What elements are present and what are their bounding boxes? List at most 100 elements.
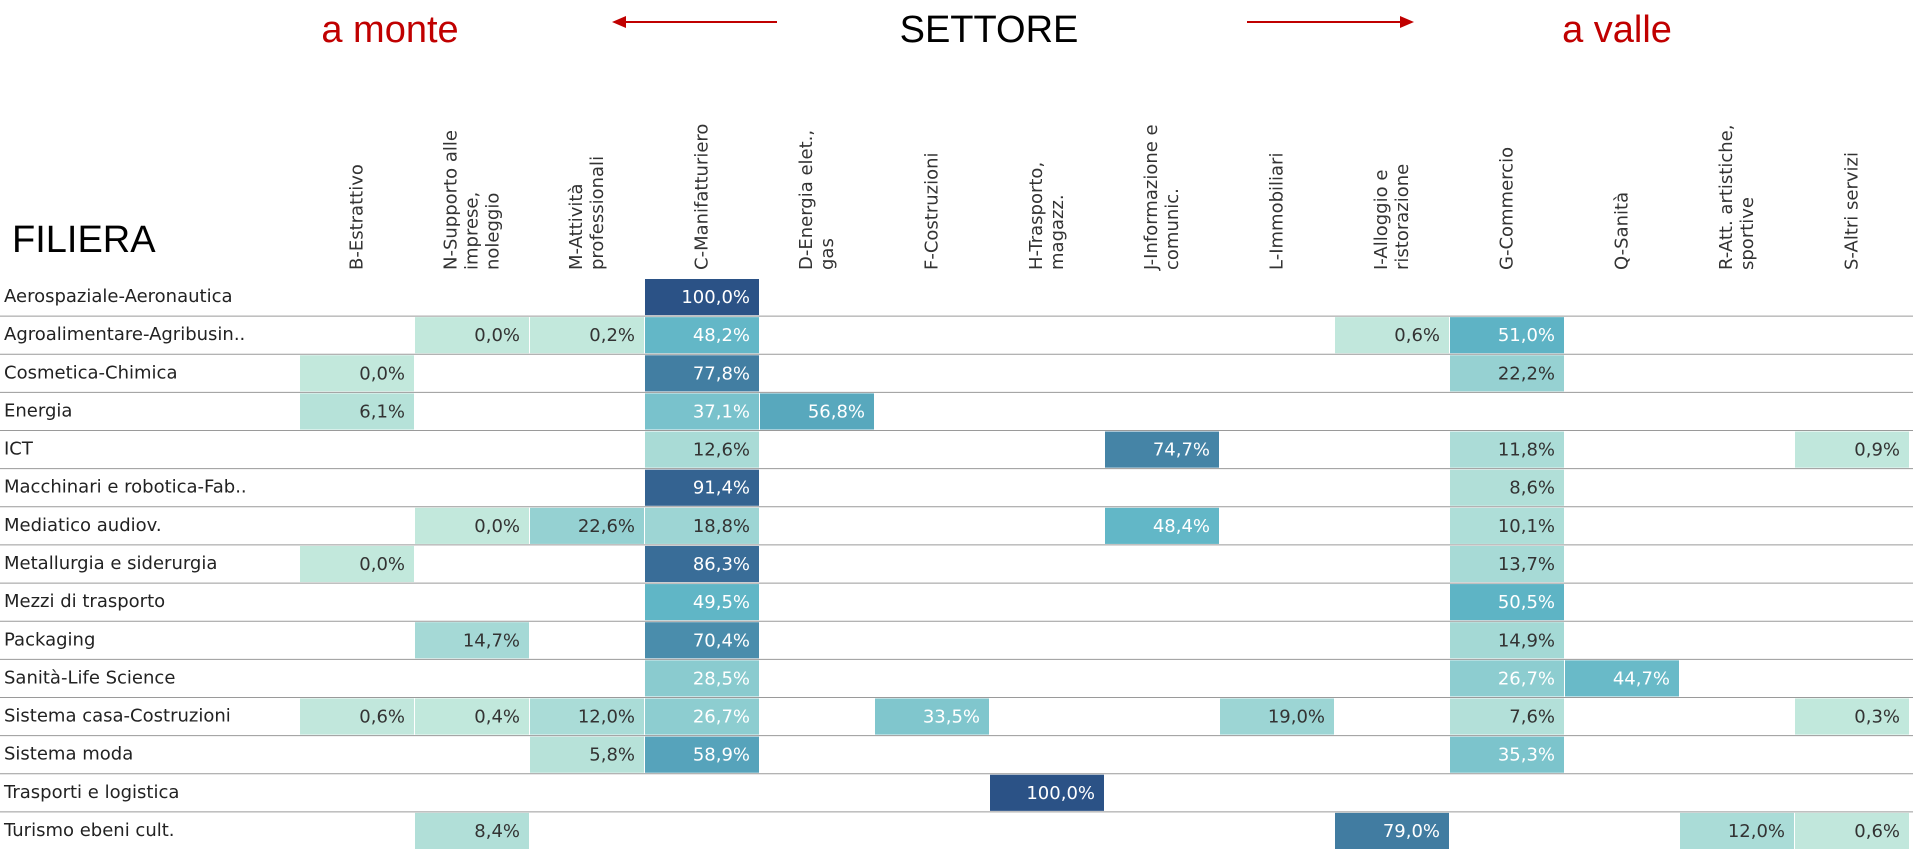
row-label: Sanità-Life Science: [4, 667, 175, 688]
column-label: N-Supporto alle: [441, 130, 462, 270]
cell-label: 0,0%: [359, 554, 405, 575]
cell-label: 12,0%: [578, 707, 635, 728]
cell: [1450, 660, 1564, 697]
cell-label: 79,0%: [1383, 821, 1440, 842]
column-label: J-Informazione e: [1141, 124, 1162, 271]
column-label: professionali: [587, 156, 608, 270]
cell-label: 14,7%: [463, 630, 520, 651]
cell: [1105, 431, 1219, 468]
row-title: FILIERA: [12, 219, 156, 261]
cell: [1335, 317, 1449, 354]
cell: [1220, 698, 1334, 735]
column-label: imprese,: [462, 192, 483, 270]
cell: [645, 393, 759, 430]
cell-label: 5,8%: [589, 745, 635, 766]
arrow-right-head: [1400, 16, 1414, 28]
row-label: Macchinari e robotica-Fab..: [4, 477, 247, 498]
cell: [1450, 431, 1564, 468]
cell-label: 14,9%: [1498, 630, 1555, 651]
cell: [1795, 431, 1909, 468]
cell: [415, 622, 529, 659]
cell-label: 37,1%: [693, 401, 750, 422]
column-label: B-Estrattivo: [347, 164, 368, 270]
cell: [1335, 812, 1449, 849]
cell: [645, 736, 759, 773]
cell: [1565, 660, 1679, 697]
cell-label: 12,6%: [693, 440, 750, 461]
column-label: noleggio: [483, 193, 504, 270]
row-label: Mezzi di trasporto: [4, 591, 165, 612]
row-label: Aerospaziale-Aeronautica: [4, 286, 233, 307]
row-label: Cosmetica-Chimica: [4, 362, 178, 383]
row-label: Agroalimentare-Agribusin..: [4, 324, 245, 345]
cell-label: 51,0%: [1498, 325, 1555, 346]
column-label: L-Immobiliari: [1267, 153, 1288, 270]
cell: [300, 545, 414, 583]
cell: [1450, 545, 1564, 583]
cell-label: 0,0%: [359, 363, 405, 384]
column-label: G-Commercio: [1497, 147, 1518, 270]
cell-label: 0,6%: [359, 707, 405, 728]
cell: [1795, 812, 1909, 849]
row-label: Metallurgia e siderurgia: [4, 553, 217, 574]
cell: [1450, 317, 1564, 354]
cell: [1450, 469, 1564, 506]
column-label: D-Energia elet.,: [796, 130, 817, 270]
cell: [300, 698, 414, 735]
cell: [1450, 698, 1564, 735]
cell-label: 8,4%: [474, 821, 520, 842]
column-label: H-Trasporto,: [1026, 162, 1047, 270]
cell: [1450, 622, 1564, 659]
cell-label: 0,0%: [474, 516, 520, 537]
cell: [760, 393, 874, 430]
column-label: F-Costruzioni: [922, 152, 943, 270]
cell: [415, 698, 529, 735]
cell: [645, 355, 759, 392]
row-label: Sistema casa-Costruzioni: [4, 706, 231, 727]
cell-label: 86,3%: [693, 554, 750, 575]
row-label: Sistema moda: [4, 744, 133, 765]
cell-label: 48,2%: [693, 325, 750, 346]
cell-label: 7,6%: [1509, 707, 1555, 728]
cell-label: 35,3%: [1498, 745, 1555, 766]
cell-label: 8,6%: [1509, 478, 1555, 499]
row-label: Mediatico audiov.: [4, 515, 162, 536]
cell-label: 44,7%: [1613, 668, 1670, 689]
cell-label: 26,7%: [693, 707, 750, 728]
cell: [300, 355, 414, 392]
cell-label: 0,9%: [1854, 440, 1900, 461]
cell: [645, 584, 759, 621]
cell-label: 74,7%: [1153, 440, 1210, 461]
cell: [415, 812, 529, 849]
cell: [1450, 355, 1564, 392]
cell-label: 18,8%: [693, 516, 750, 537]
cell-label: 70,4%: [693, 630, 750, 651]
cell-label: 100,0%: [1026, 783, 1095, 804]
cell: [645, 545, 759, 583]
cell-label: 91,4%: [693, 478, 750, 499]
cell: [645, 660, 759, 697]
cell-label: 12,0%: [1728, 821, 1785, 842]
cell: [1105, 507, 1219, 544]
cell-label: 0,6%: [1854, 821, 1900, 842]
row-label: Energia: [4, 400, 72, 421]
cell: [415, 507, 529, 544]
cell-label: 48,4%: [1153, 516, 1210, 537]
cell: [415, 317, 529, 354]
cell-label: 0,3%: [1854, 707, 1900, 728]
cell-label: 22,6%: [578, 516, 635, 537]
cell: [645, 507, 759, 544]
cell: [300, 393, 414, 430]
row-label: ICT: [4, 439, 34, 460]
upstream-label: a monte: [321, 9, 458, 51]
cell: [645, 622, 759, 659]
downstream-label: a valle: [1562, 9, 1672, 51]
cell: [530, 507, 644, 544]
arrow-left-head: [612, 16, 626, 28]
column-label: magazz.: [1047, 194, 1068, 270]
cell: [645, 279, 759, 316]
column-label: M-Attività: [566, 184, 587, 270]
cell: [990, 774, 1104, 811]
cell-label: 56,8%: [808, 401, 865, 422]
